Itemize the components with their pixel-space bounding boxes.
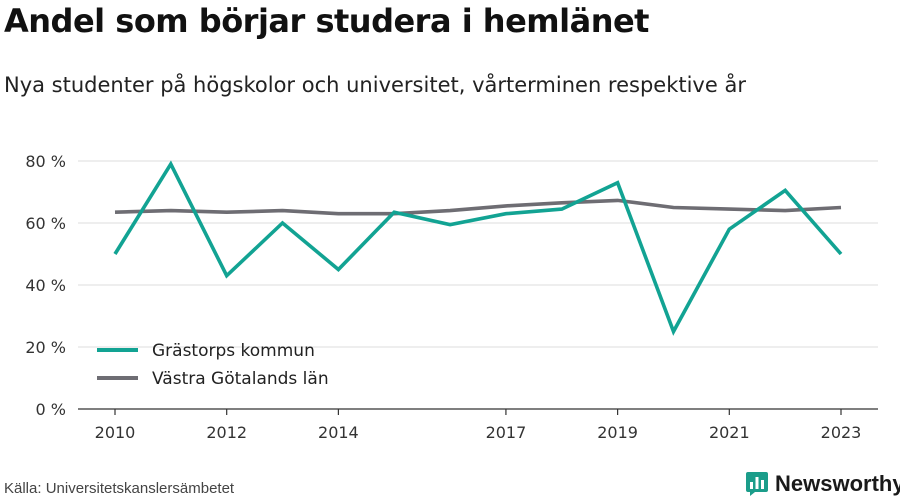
line-chart: 0 % 20 % 40 % 60 % 80 % 2010 2012 2014 2017 2019… bbox=[25, 152, 878, 442]
x-tick-label: 2010 bbox=[95, 423, 136, 442]
y-tick-labels: 0 % 20 % 40 % 60 % 80 % bbox=[25, 152, 66, 419]
series-line-2 bbox=[114, 198, 842, 216]
legend-label: Västra Götalands län bbox=[152, 369, 329, 389]
x-tick-label: 2023 bbox=[821, 423, 862, 442]
series-line-1 bbox=[113, 160, 843, 336]
x-tick-label: 2012 bbox=[206, 423, 247, 442]
chart-title: Andel som börjar studera i hemlänet bbox=[4, 2, 649, 40]
bar-chart-logo-icon bbox=[746, 472, 768, 496]
legend: Grästorps kommun Västra Götalands län bbox=[97, 341, 329, 389]
y-tick-label: 0 % bbox=[36, 400, 66, 419]
series-lines bbox=[113, 160, 843, 336]
brand-logo[interactable]: Newsworthy bbox=[745, 469, 900, 499]
x-tick-label: 2021 bbox=[709, 423, 750, 442]
source-note: Källa: Universitetskanslersämbetet bbox=[4, 480, 235, 497]
y-tick-label: 80 % bbox=[25, 152, 66, 171]
x-tick-label: 2014 bbox=[318, 423, 359, 442]
y-tick-label: 40 % bbox=[25, 276, 66, 295]
legend-label: Grästorps kommun bbox=[152, 341, 315, 361]
x-axis: 2010 2012 2014 2017 2019 2021 2023 bbox=[78, 408, 878, 442]
y-tick-label: 20 % bbox=[25, 338, 66, 357]
gridlines bbox=[78, 160, 878, 348]
brand-name: Newsworthy bbox=[775, 471, 900, 496]
y-tick-label: 60 % bbox=[25, 214, 66, 233]
x-tick-label: 2017 bbox=[486, 423, 527, 442]
x-tick-label: 2019 bbox=[597, 423, 638, 442]
chart-subtitle: Nya studenter på högskolor och universit… bbox=[4, 73, 746, 97]
